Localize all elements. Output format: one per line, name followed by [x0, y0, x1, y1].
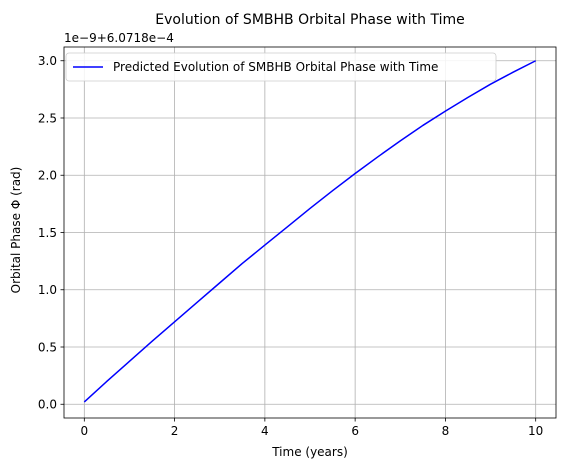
x-tick-label: 6: [351, 424, 359, 438]
grid: [64, 47, 556, 418]
series-layer: [83, 60, 537, 403]
tick-layer: 0 2 4 6 8 10 0.0 0.5 1.0 1.5 2.0 2.5 3.0: [38, 54, 543, 438]
y-tick-label: 3.0: [38, 54, 57, 68]
y-tick-label: 0.5: [38, 340, 57, 354]
legend-box: [65, 52, 497, 82]
chart-title: Evolution of SMBHB Orbital Phase with Ti…: [155, 12, 464, 28]
x-tick-label: 2: [171, 424, 179, 438]
y-tick-label: 2.5: [38, 111, 57, 125]
y-offset-text: 1e−9+6.0718e−4: [64, 31, 174, 45]
y-tick-label: 2.0: [38, 169, 57, 183]
x-tick-label: 8: [442, 424, 450, 438]
x-tick-label: 0: [80, 424, 88, 438]
y-axis-label: Orbital Phase Φ (rad): [9, 167, 23, 294]
series-line: [83, 60, 537, 403]
y-tick-label: 1.5: [38, 226, 57, 240]
y-tick-label: 1.0: [38, 283, 57, 297]
legend-label: Predicted Evolution of SMBHB Orbital Pha…: [113, 60, 438, 74]
x-tick-label: 4: [261, 424, 269, 438]
x-tick-label: 10: [528, 424, 543, 438]
x-axis-label: Time (years): [271, 445, 348, 459]
legend: Predicted Evolution of SMBHB Orbital Pha…: [65, 52, 497, 82]
y-tick-label: 0.0: [38, 398, 57, 412]
